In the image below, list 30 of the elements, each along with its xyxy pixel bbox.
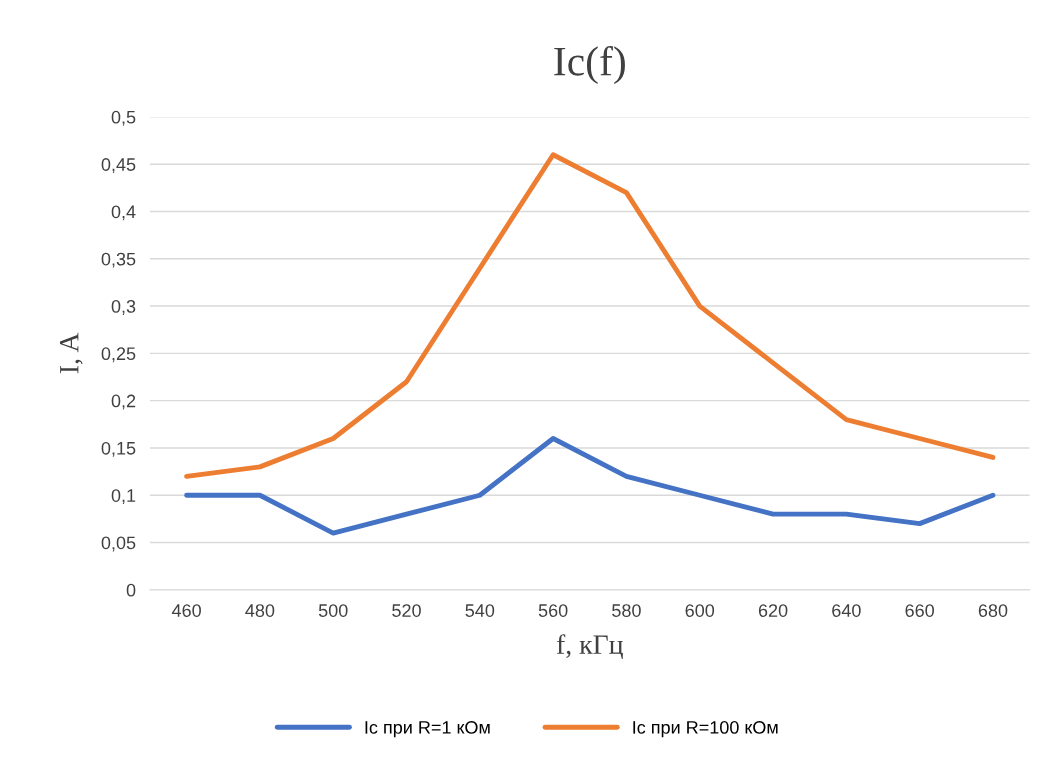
y-tick-label: 0,45 <box>101 158 136 174</box>
y-tick-label: 0,35 <box>101 252 136 268</box>
legend-label: Ic при R=100 кОм <box>633 721 778 738</box>
line-series <box>184 436 996 536</box>
y-tick-label: 0,15 <box>101 441 136 457</box>
y-axis-title: I, A <box>60 332 83 374</box>
legend-label: Ic при R=1 кОм <box>365 721 490 738</box>
x-tick-label: 540 <box>465 604 495 617</box>
x-tick-label: 620 <box>758 604 788 617</box>
x-tick-label: 580 <box>612 604 641 617</box>
x-tick-label: 560 <box>538 604 568 617</box>
y-tick-label: 0 <box>126 583 136 597</box>
y-tick-label: 0,4 <box>111 205 136 221</box>
x-tick-label: 600 <box>685 604 715 617</box>
x-tick-label: 640 <box>832 604 861 617</box>
chart-title: Ic(f) <box>554 45 625 85</box>
y-tick-label: 0,3 <box>111 300 136 315</box>
y-tick-label: 0,25 <box>101 347 136 363</box>
x-tick-label: 680 <box>978 604 1008 617</box>
x-tick-label: 460 <box>171 604 201 617</box>
y-tick-label: 0,5 <box>111 110 136 126</box>
x-axis-title: f, кГц <box>556 634 623 660</box>
y-tick-label: 0,05 <box>101 536 136 552</box>
x-tick-label: 480 <box>245 604 275 617</box>
x-tick-label: 500 <box>318 604 348 617</box>
x-tick-label: 660 <box>905 604 934 617</box>
y-tick-label: 0,1 <box>111 489 136 505</box>
x-tick-label: 520 <box>392 604 421 617</box>
y-tick-label: 0,2 <box>111 394 136 410</box>
line-series <box>184 152 996 479</box>
